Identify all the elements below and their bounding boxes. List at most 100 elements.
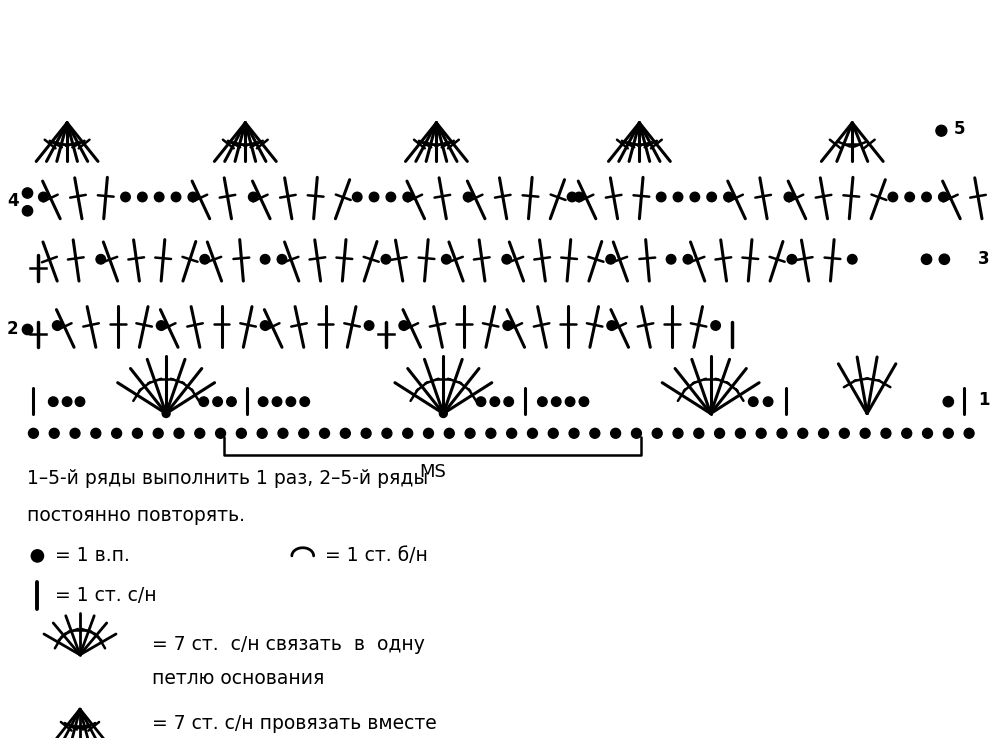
Text: = 7 ст.  с/н связать  в  одну: = 7 ст. с/н связать в одну bbox=[152, 635, 425, 654]
Circle shape bbox=[154, 192, 164, 202]
Circle shape bbox=[936, 125, 947, 137]
Circle shape bbox=[96, 255, 106, 264]
Circle shape bbox=[369, 192, 379, 202]
Circle shape bbox=[763, 397, 773, 407]
Circle shape bbox=[162, 410, 170, 418]
Circle shape bbox=[656, 192, 666, 202]
Circle shape bbox=[673, 192, 683, 202]
Circle shape bbox=[606, 255, 615, 264]
Circle shape bbox=[399, 321, 408, 330]
Circle shape bbox=[403, 192, 412, 202]
Circle shape bbox=[236, 428, 246, 439]
Circle shape bbox=[31, 550, 44, 562]
Circle shape bbox=[199, 397, 208, 407]
Circle shape bbox=[248, 192, 258, 202]
Circle shape bbox=[286, 397, 296, 407]
Circle shape bbox=[756, 428, 766, 439]
Circle shape bbox=[22, 188, 33, 198]
Circle shape bbox=[260, 321, 270, 330]
Circle shape bbox=[132, 428, 142, 439]
Circle shape bbox=[442, 255, 451, 264]
Circle shape bbox=[694, 428, 704, 439]
Circle shape bbox=[902, 428, 912, 439]
Circle shape bbox=[565, 397, 575, 407]
Circle shape bbox=[715, 428, 725, 439]
Circle shape bbox=[939, 254, 949, 264]
Circle shape bbox=[52, 321, 62, 330]
Circle shape bbox=[881, 428, 891, 439]
Text: 1–5-й ряды выполнить 1 раз, 2–5-й ряды: 1–5-й ряды выполнить 1 раз, 2–5-й ряды bbox=[27, 469, 429, 488]
Circle shape bbox=[724, 192, 733, 202]
Circle shape bbox=[49, 428, 59, 439]
Circle shape bbox=[156, 321, 166, 330]
Circle shape bbox=[277, 255, 287, 264]
Circle shape bbox=[490, 397, 500, 407]
Circle shape bbox=[213, 397, 222, 407]
Circle shape bbox=[939, 192, 948, 202]
Circle shape bbox=[278, 428, 288, 439]
Circle shape bbox=[787, 255, 797, 264]
Circle shape bbox=[486, 428, 496, 439]
Circle shape bbox=[611, 428, 621, 439]
Circle shape bbox=[502, 255, 511, 264]
Circle shape bbox=[860, 428, 870, 439]
Circle shape bbox=[174, 428, 184, 439]
Circle shape bbox=[848, 255, 857, 264]
Circle shape bbox=[798, 428, 808, 439]
Text: = 7 ст. с/н провязать вместе: = 7 ст. с/н провязать вместе bbox=[152, 715, 437, 734]
Circle shape bbox=[567, 192, 577, 202]
Circle shape bbox=[258, 397, 268, 407]
Circle shape bbox=[504, 397, 513, 407]
Circle shape bbox=[507, 428, 517, 439]
Circle shape bbox=[424, 428, 433, 439]
Circle shape bbox=[138, 192, 147, 202]
Circle shape bbox=[964, 428, 974, 439]
Circle shape bbox=[444, 428, 454, 439]
Circle shape bbox=[923, 428, 932, 439]
Text: петлю основания: петлю основания bbox=[152, 669, 325, 688]
Circle shape bbox=[320, 428, 329, 439]
Text: = 1 ст. б/н: = 1 ст. б/н bbox=[325, 546, 427, 565]
Circle shape bbox=[299, 428, 309, 439]
Circle shape bbox=[707, 192, 716, 202]
Circle shape bbox=[784, 192, 794, 202]
Circle shape bbox=[439, 410, 447, 418]
Circle shape bbox=[121, 192, 130, 202]
Text: MS: MS bbox=[419, 463, 446, 481]
Circle shape bbox=[62, 397, 72, 407]
Circle shape bbox=[386, 192, 396, 202]
Circle shape bbox=[463, 192, 473, 202]
Circle shape bbox=[91, 428, 101, 439]
Circle shape bbox=[711, 321, 720, 330]
Text: постоянно повторять.: постоянно повторять. bbox=[27, 507, 245, 525]
Circle shape bbox=[943, 428, 953, 439]
Circle shape bbox=[260, 255, 270, 264]
Circle shape bbox=[551, 397, 561, 407]
Text: 3: 3 bbox=[978, 250, 990, 269]
Circle shape bbox=[257, 428, 267, 439]
Circle shape bbox=[528, 428, 537, 439]
Text: = 1 ст. с/н: = 1 ст. с/н bbox=[55, 586, 157, 605]
Circle shape bbox=[749, 397, 758, 407]
Circle shape bbox=[22, 324, 33, 335]
Text: 2: 2 bbox=[7, 321, 19, 338]
Circle shape bbox=[364, 321, 374, 330]
Circle shape bbox=[382, 428, 392, 439]
Circle shape bbox=[574, 192, 584, 202]
Circle shape bbox=[921, 254, 932, 264]
Circle shape bbox=[188, 192, 198, 202]
Circle shape bbox=[112, 428, 122, 439]
Circle shape bbox=[403, 428, 413, 439]
Circle shape bbox=[227, 397, 236, 407]
Text: = 1 в.п.: = 1 в.п. bbox=[55, 546, 130, 565]
Circle shape bbox=[579, 397, 589, 407]
Circle shape bbox=[503, 321, 512, 330]
Circle shape bbox=[922, 192, 931, 202]
Circle shape bbox=[195, 428, 205, 439]
Circle shape bbox=[735, 428, 745, 439]
Circle shape bbox=[171, 192, 181, 202]
Circle shape bbox=[943, 396, 953, 407]
Circle shape bbox=[652, 428, 662, 439]
Circle shape bbox=[673, 428, 683, 439]
Circle shape bbox=[70, 428, 80, 439]
